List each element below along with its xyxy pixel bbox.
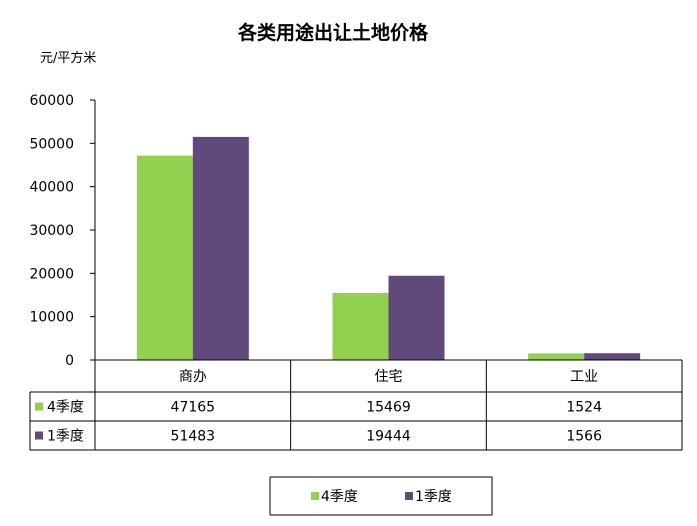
- legend-box: [269, 476, 493, 516]
- data-value-label: 1524: [566, 400, 602, 416]
- data-value-label: 15469: [366, 400, 411, 416]
- bar: [332, 292, 389, 360]
- y-tick-label: 10000: [29, 310, 74, 326]
- bar-group: [136, 136, 641, 360]
- y-tick-label: 50000: [29, 136, 74, 152]
- bar: [388, 275, 445, 360]
- bar: [192, 136, 249, 360]
- series-row-label: 1季度: [47, 429, 84, 445]
- y-tick-label: 30000: [29, 223, 74, 239]
- legend: 4季度 1季度: [269, 476, 493, 516]
- bar: [136, 155, 193, 360]
- category-label: 商办: [179, 369, 207, 385]
- category-label: 工业: [570, 369, 598, 385]
- data-table: 商办 住宅 工业 4季度 47165 15469 1524 1季度 51483 19444 1566: [29, 359, 683, 451]
- legend-swatch: [311, 492, 319, 500]
- data-value-label: 47165: [171, 400, 216, 416]
- y-axis: 0 10000 20000 30000 40000 50000 60000: [29, 93, 96, 369]
- y-tick-label: 60000: [29, 93, 74, 109]
- chart-title: 各类用途出让土地价格: [237, 21, 429, 44]
- y-tick-label: 40000: [29, 180, 74, 196]
- legend-swatch: [405, 492, 413, 500]
- y-axis-unit-label: 元/平方米: [40, 50, 96, 66]
- data-value-label: 51483: [171, 429, 216, 445]
- bar: [528, 353, 585, 360]
- bar: [584, 353, 641, 360]
- series-row-label: 4季度: [47, 400, 84, 416]
- category-label: 住宅: [375, 369, 403, 385]
- y-tick-label: 20000: [29, 266, 74, 282]
- series-key-swatch: [35, 402, 43, 411]
- y-tick-label: 0: [65, 353, 74, 369]
- data-value-label: 19444: [366, 429, 411, 445]
- data-value-label: 1566: [566, 429, 602, 445]
- legend-label: 1季度: [415, 489, 452, 505]
- legend-label: 4季度: [321, 489, 358, 505]
- series-key-swatch: [35, 431, 43, 440]
